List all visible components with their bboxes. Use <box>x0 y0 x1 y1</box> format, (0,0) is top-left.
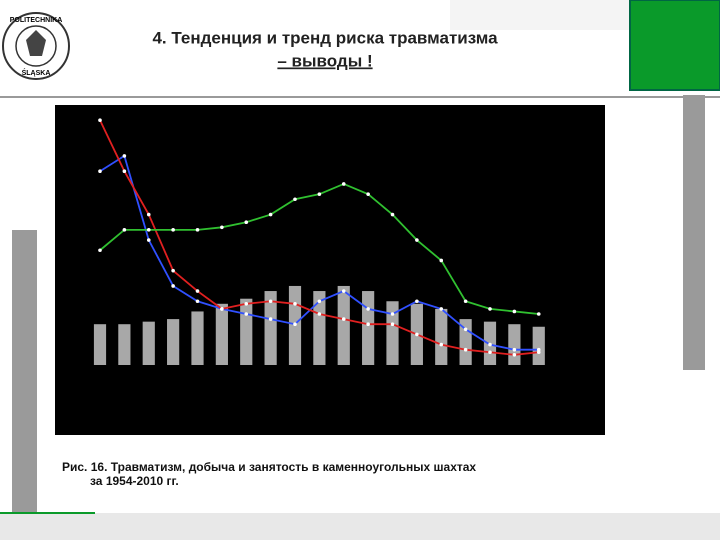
series-point <box>171 228 175 232</box>
bar <box>93 324 107 365</box>
series-point <box>463 327 468 332</box>
bar <box>435 308 448 365</box>
series-point <box>146 228 151 232</box>
footer-band <box>0 513 720 540</box>
series-point <box>171 268 175 273</box>
series-point <box>390 212 395 217</box>
series-point <box>146 238 151 242</box>
bar <box>313 291 326 365</box>
series-point <box>195 228 200 232</box>
corner-box <box>629 0 720 91</box>
series-point <box>268 299 273 304</box>
bar <box>167 319 180 365</box>
series-point <box>390 312 395 316</box>
series-point <box>341 182 346 186</box>
title: – выводы ! <box>277 51 372 70</box>
series-point <box>244 302 249 306</box>
series-point <box>220 225 224 230</box>
series-point <box>341 289 346 293</box>
bar <box>337 285 350 365</box>
bar <box>142 321 155 365</box>
series-point <box>366 192 370 196</box>
series-point <box>366 307 370 311</box>
left-bar <box>12 230 37 515</box>
bar <box>264 291 277 365</box>
bar <box>362 291 375 365</box>
series-point <box>268 317 273 321</box>
series-point <box>415 299 419 304</box>
series-point <box>463 347 468 352</box>
series-point <box>122 169 127 173</box>
series-point <box>195 299 200 304</box>
series-point <box>415 238 419 242</box>
series-point <box>293 302 297 306</box>
series-point <box>317 312 322 316</box>
series-point <box>366 322 370 327</box>
series-point <box>244 220 249 224</box>
series-point <box>488 350 492 355</box>
bar <box>215 303 228 365</box>
series-point <box>439 258 444 263</box>
chart-background <box>55 105 605 435</box>
caption: Рис. 16. Травматизм, добыча и занятость … <box>62 460 476 474</box>
series-point <box>512 347 517 352</box>
series-point <box>195 289 200 293</box>
logo-text: POLITECHNIKA <box>10 17 63 24</box>
bar <box>508 324 521 365</box>
series-point <box>439 342 444 347</box>
series-point <box>439 307 444 311</box>
series-point <box>415 332 419 337</box>
series-point <box>536 312 541 316</box>
series-point <box>122 228 127 232</box>
series-point <box>536 350 541 355</box>
title: 4. Тенденция и тренд риска травматизма <box>152 28 498 47</box>
series-point <box>512 353 517 357</box>
series-point <box>317 299 322 304</box>
series-point <box>341 317 346 321</box>
series-point <box>146 212 151 217</box>
bar <box>386 301 399 365</box>
header-band <box>450 0 630 30</box>
series-point <box>268 212 273 217</box>
series-point <box>317 192 322 196</box>
series-point <box>512 309 517 314</box>
series-point <box>122 154 127 158</box>
series-point <box>463 299 468 304</box>
series-point <box>293 322 297 327</box>
series-point <box>171 284 175 288</box>
series-point <box>536 347 541 352</box>
right-bar <box>683 95 705 370</box>
bar <box>240 298 253 365</box>
logo-text: ŚLĄSKA <box>22 68 51 77</box>
series-point <box>98 118 102 122</box>
logo: POLITECHNIKA ŚLĄSKA <box>2 12 70 80</box>
caption: за 1954-2010 гг. <box>90 474 179 488</box>
bar <box>532 326 545 365</box>
bar <box>191 311 204 365</box>
bar <box>118 324 131 365</box>
series-point <box>220 307 224 311</box>
series-point <box>488 307 492 311</box>
series-point <box>390 322 395 327</box>
series-point <box>98 169 102 173</box>
series-point <box>293 197 297 202</box>
series-point <box>98 248 102 253</box>
series-point <box>488 342 492 347</box>
plot <box>93 118 545 365</box>
series-point <box>244 312 249 316</box>
